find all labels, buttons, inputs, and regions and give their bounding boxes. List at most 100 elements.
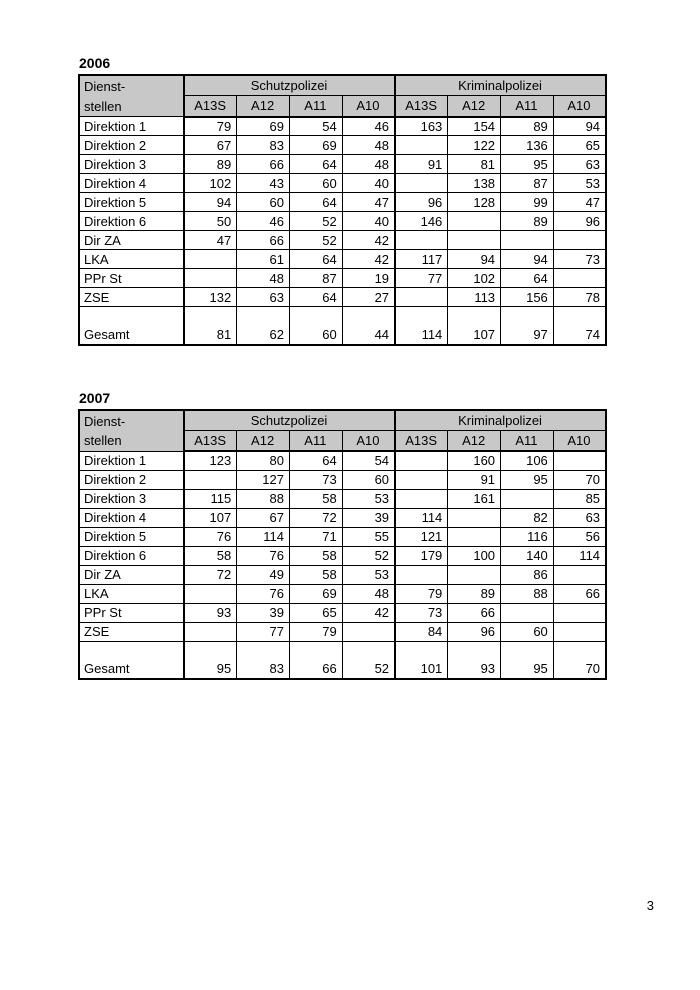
table-cell: 179	[394, 545, 449, 566]
column-header: A11	[289, 95, 343, 118]
table-cell: 66	[447, 602, 502, 623]
table-cell: 83	[236, 135, 290, 155]
row-label: Direktion 3	[78, 488, 185, 509]
table-cell	[447, 507, 502, 528]
table-cell	[447, 230, 502, 250]
table-cell: 67	[236, 507, 290, 528]
table-cell: 64	[500, 268, 554, 288]
table-cell: 160	[447, 450, 502, 471]
table-cell: 72	[289, 507, 343, 528]
table-cell: 100	[447, 545, 502, 566]
table-cell: 99	[500, 192, 554, 212]
column-header: A12	[236, 95, 290, 118]
table-cell: 69	[236, 116, 290, 136]
row-label: Direktion 3	[78, 154, 185, 174]
table-cell: 140	[500, 545, 554, 566]
table-cell: 69	[289, 135, 343, 155]
row-dimension-header: Dienst- stellen	[78, 409, 185, 452]
column-header: A13S	[394, 95, 449, 118]
table-cell: 95	[500, 469, 554, 490]
row-label: Direktion 4	[78, 507, 185, 528]
table-row: Direktion 1 123 80 64 54 160 106	[78, 450, 607, 471]
table-cell: 89	[500, 116, 554, 136]
year-heading-2007: 2007	[79, 389, 111, 406]
table-cell: 96	[552, 211, 607, 231]
table-row: ZSE 77 79 84 96 60	[78, 621, 607, 642]
personnel-table-2007: Dienst- stellen Schutzpolizei Kriminalpo…	[78, 408, 608, 680]
table-cell: 42	[341, 602, 396, 623]
table-cell: 116	[500, 526, 554, 547]
table-cell: 82	[500, 507, 554, 528]
row-label: Direktion 4	[78, 173, 185, 193]
table-cell: 63	[552, 154, 607, 174]
table-cell	[552, 450, 607, 471]
row-label: ZSE	[78, 287, 185, 307]
table-cell: 47	[341, 192, 396, 212]
table-cell: 52	[341, 640, 396, 680]
row-label: Dir ZA	[78, 230, 185, 250]
row-label: Direktion 5	[78, 192, 185, 212]
group-header-schutzpolizei: Schutzpolizei	[182, 74, 396, 97]
table-cell: 89	[183, 154, 238, 174]
table-cell: 65	[552, 135, 607, 155]
table-cell: 58	[289, 564, 343, 585]
table-cell: 91	[394, 154, 449, 174]
column-header: A10	[341, 95, 396, 118]
table-cell: 52	[341, 545, 396, 566]
table-cell: 52	[289, 230, 343, 250]
table-cell: 89	[500, 211, 554, 231]
table-cell	[394, 173, 449, 193]
table-cell: 49	[236, 564, 290, 585]
table-cell: 48	[341, 154, 396, 174]
total-label: Gesamt	[78, 640, 185, 680]
table-cell	[341, 621, 396, 642]
column-header: A11	[500, 95, 554, 118]
table-cell: 76	[183, 526, 238, 547]
table-cell: 43	[236, 173, 290, 193]
table-row: Direktion 6 50 46 52 40 146 89 96	[78, 211, 607, 231]
table-cell	[183, 249, 238, 269]
column-header: A10	[552, 95, 607, 118]
table-cell: 94	[447, 249, 502, 269]
table-cell: 80	[236, 450, 290, 471]
row-label: LKA	[78, 249, 185, 269]
personnel-table-2006: Dienst- stellen Schutzpolizei Kriminalpo…	[78, 74, 608, 346]
table-cell: 61	[236, 249, 290, 269]
table-cell: 89	[447, 583, 502, 604]
column-header: A11	[289, 429, 343, 452]
table-cell: 70	[552, 640, 607, 680]
table-cell: 42	[341, 230, 396, 250]
table-cell: 94	[552, 116, 607, 136]
table-row: Direktion 4 102 43 60 40 138 87 53	[78, 173, 607, 193]
table-cell: 73	[289, 469, 343, 490]
table-cell: 60	[289, 306, 343, 345]
column-header: A13S	[394, 429, 449, 452]
group-header-schutzpolizei: Schutzpolizei	[182, 409, 396, 431]
column-header: A12	[447, 429, 502, 452]
table-cell: 102	[183, 173, 238, 193]
table-cell	[183, 469, 238, 490]
table-cell: 117	[394, 249, 449, 269]
table-cell: 93	[447, 640, 502, 680]
table-cell: 122	[447, 135, 502, 155]
table-row: Direktion 5 76 114 71 55 121 116 56	[78, 526, 607, 547]
table-cell: 91	[447, 469, 502, 490]
table-row: Direktion 6 58 76 58 52 179 100 140 114	[78, 545, 607, 566]
table-cell: 40	[341, 173, 396, 193]
table-cell: 107	[183, 507, 238, 528]
table-cell: 83	[236, 640, 290, 680]
table-cell: 64	[289, 154, 343, 174]
table-cell: 77	[394, 268, 449, 288]
table-cell	[394, 488, 449, 509]
table-cell: 87	[500, 173, 554, 193]
table-row: ZSE 132 63 64 27 113 156 78	[78, 287, 607, 307]
group-header-kriminalpolizei: Kriminalpolizei	[394, 74, 607, 97]
table-cell: 58	[289, 488, 343, 509]
table-cell: 53	[341, 564, 396, 585]
table-cell	[183, 621, 238, 642]
table-cell: 81	[447, 154, 502, 174]
table-cell: 76	[236, 583, 290, 604]
row-label: PPr St	[78, 602, 185, 623]
row-dimension-line2: stellen	[84, 98, 122, 114]
row-dimension-header: Dienst- stellen	[78, 74, 185, 117]
